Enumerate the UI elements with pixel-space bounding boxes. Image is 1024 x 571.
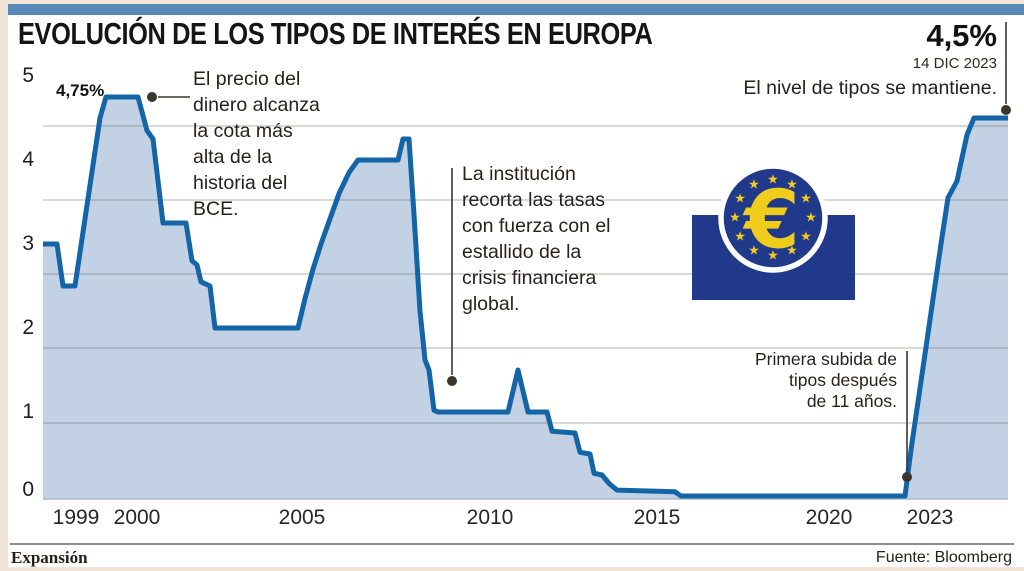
ecb-logo-star: ★ (786, 178, 798, 193)
rate-area-fill (43, 97, 1008, 499)
current-rate-block: 4,5% 14 DIC 2023 El nivel de tipos se ma… (697, 19, 997, 100)
ecb-logo-star: ★ (729, 211, 741, 226)
ecb-logo-star: ★ (734, 192, 746, 207)
x-axis-tick-label: 2000 (113, 506, 161, 529)
y-axis-tick-label: 5 (22, 64, 34, 87)
x-axis-tick-label: 2005 (278, 506, 326, 529)
y-axis-tick-label: 0 (22, 478, 34, 501)
ecb-logo-star: ★ (786, 243, 798, 258)
y-axis-tick-label: 1 (22, 400, 34, 423)
y-axis-tick-label: 3 (22, 232, 34, 255)
ecb-logo-star: ★ (805, 211, 817, 226)
publisher-brand: Expansión (11, 548, 88, 567)
x-axis-tick-label: 1999 (52, 506, 100, 529)
current-rate-date: 14 DIC 2023 (912, 55, 997, 72)
y-axis-tick-label: 4 (22, 148, 34, 171)
euro-symbol-icon: € (742, 174, 800, 267)
ecb-logo-star: ★ (748, 178, 760, 193)
ecb-logo-star: ★ (767, 249, 779, 264)
ecb-logo-star: ★ (734, 230, 746, 245)
callout-dot-current (1001, 105, 1011, 115)
x-axis-tick-label: 2023 (906, 506, 954, 529)
source-credit: Fuente: Bloomberg (875, 549, 1012, 566)
rate-line (43, 94, 1008, 499)
top-accent-bar (8, 4, 1024, 15)
page-title: EVOLUCIÓN DE LOS TIPOS DE INTERÉS EN EUR… (18, 16, 653, 51)
current-rate-value: 4,5% (926, 18, 997, 53)
ecb-logo-star: ★ (767, 173, 779, 188)
x-axis-tick-label: 2015 (633, 506, 681, 529)
callout-dot-crisis (447, 376, 457, 386)
crisis-annotation: La institución recorta las tasas con fue… (462, 163, 611, 315)
peak-value-label: 4,75% (56, 81, 105, 100)
x-axis-tick-label: 2010 (466, 506, 514, 529)
first-hike-annotation: Primera subida de tipos después de 11 añ… (754, 349, 897, 411)
ecb-logo-circle (718, 163, 828, 273)
callout-dot-peak (147, 92, 157, 102)
footer-divider (10, 543, 1014, 545)
peak-annotation: El precio del dinero alcanza la cota más… (193, 68, 320, 220)
current-rate-note: El nivel de tipos se mantiene. (743, 77, 997, 99)
y-axis-tick-label: 2 (22, 316, 34, 339)
ecb-logo-star: ★ (800, 230, 812, 245)
x-axis-tick-label: 2020 (805, 506, 853, 529)
ecb-logo-star: ★ (748, 243, 760, 258)
ecb-logo-star: ★ (800, 192, 812, 207)
callout-dot-first-hike (902, 472, 912, 482)
